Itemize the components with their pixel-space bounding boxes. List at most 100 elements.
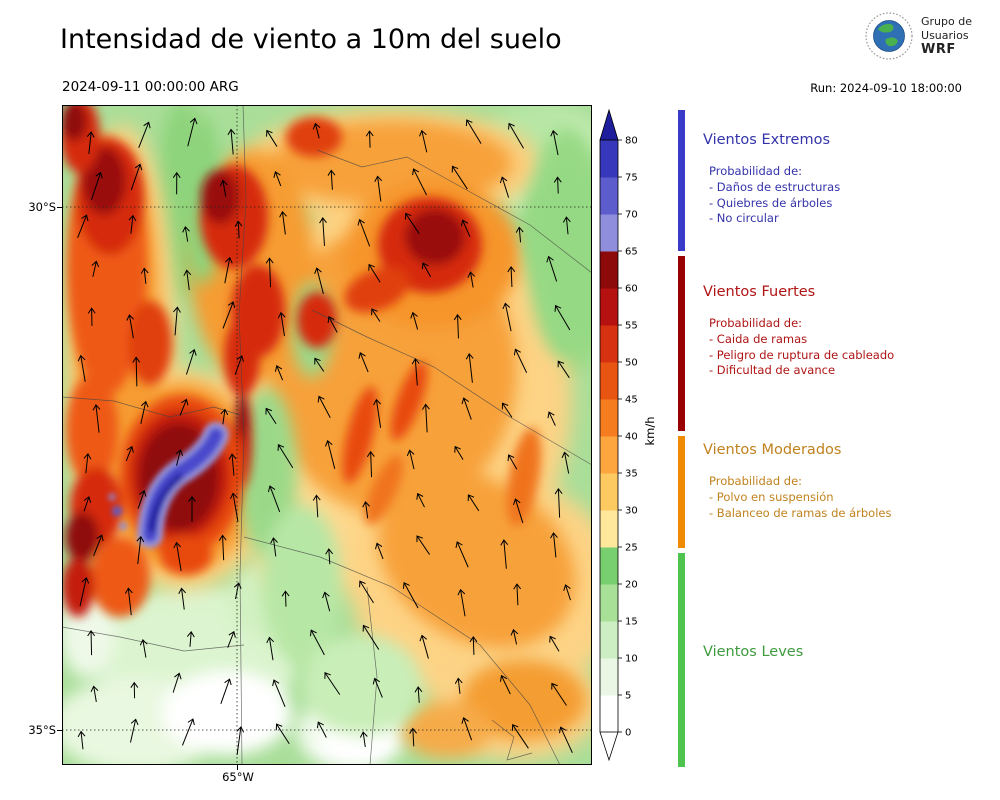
colorbar-tick-label: 15 xyxy=(625,617,638,628)
lat-tick-30s xyxy=(57,207,62,208)
wind-arrow xyxy=(373,398,382,428)
wind-arrow xyxy=(469,636,478,655)
colorbar-tick-label: 0 xyxy=(625,728,631,739)
wind-arrow xyxy=(557,360,570,379)
wind-arrow xyxy=(274,364,284,381)
strip-leves xyxy=(678,553,685,767)
lon-tick-65w xyxy=(237,765,238,770)
lat-tick-35s xyxy=(57,730,62,731)
wind-arrow xyxy=(374,175,383,202)
wind-intensity-map xyxy=(62,105,592,765)
wind-arrow xyxy=(421,262,432,278)
wind-arrow xyxy=(173,306,181,336)
wind-arrow xyxy=(137,489,147,509)
wind-arrow xyxy=(411,357,420,386)
wind-arrow xyxy=(179,398,189,416)
colorbar-tick-label: 40 xyxy=(625,432,638,443)
wind-field-layer xyxy=(62,105,592,765)
wind-arrow xyxy=(416,535,430,555)
wind-arrow xyxy=(140,400,149,424)
wind-arrow xyxy=(515,226,524,243)
wind-arrow xyxy=(546,255,558,282)
wind-arrow xyxy=(83,452,92,474)
wind-arrow xyxy=(554,304,571,331)
wind-arrow xyxy=(224,256,233,284)
wind-arrow xyxy=(324,672,341,695)
wind-arrow xyxy=(181,718,195,746)
wind-arrow xyxy=(272,679,286,707)
wind-arrow xyxy=(266,129,278,147)
wind-arrow xyxy=(467,494,480,512)
wind-arrow xyxy=(419,129,428,153)
wind-arrow xyxy=(419,634,429,659)
wind-arrow xyxy=(422,403,430,433)
wind-arrow xyxy=(454,677,463,694)
wind-arrow xyxy=(461,397,472,420)
colorbar-tick-label: 70 xyxy=(625,210,638,221)
wind-arrow xyxy=(87,630,96,656)
wind-arrow xyxy=(416,492,425,508)
wind-arrow xyxy=(554,487,563,518)
valid-datetime: 2024-09-11 00:00:00 ARG xyxy=(62,79,239,95)
wind-arrow xyxy=(132,356,141,387)
colorbar-tick-label: 30 xyxy=(625,506,638,517)
wind-arrow xyxy=(405,212,420,234)
wind-arrow xyxy=(553,176,562,194)
wind-arrow xyxy=(366,450,375,478)
legend-items-moderados: - Polvo en suspensión - Balanceo de ramas… xyxy=(709,490,995,521)
wind-arrow xyxy=(500,539,509,569)
wind-arrow xyxy=(187,117,198,147)
wind-arrow xyxy=(275,723,290,744)
wind-arrow xyxy=(507,265,516,288)
wind-arrow xyxy=(510,628,519,645)
colorbar-tick-label: 25 xyxy=(625,543,638,554)
colorbar-tick-label: 5 xyxy=(625,691,631,702)
wind-arrow xyxy=(227,128,236,155)
colorbar-segment xyxy=(600,325,618,363)
wind-arrow xyxy=(183,269,192,291)
colorbar-unit-label: km/h xyxy=(643,416,657,446)
strip-extremos xyxy=(678,110,685,251)
colorbar: 0 5 10 15 20 25 30 35 40 45 50 55 60 65 70 75 80 xyxy=(599,108,638,762)
wind-arrow xyxy=(410,311,419,330)
colorbar-tick-label: 75 xyxy=(625,173,638,184)
wind-arrow xyxy=(139,638,148,658)
wind-arrow xyxy=(79,576,90,607)
colorbar-segment xyxy=(600,288,618,326)
colorbar-tick-label: 45 xyxy=(625,395,638,406)
wind-arrow xyxy=(319,217,327,246)
wind-arrow xyxy=(130,163,143,191)
logo-line2: Usuarios xyxy=(921,29,969,42)
wind-arrow xyxy=(229,492,239,522)
wind-arrow xyxy=(77,354,86,382)
wind-arrow xyxy=(409,727,417,747)
wind-arrow xyxy=(91,260,100,277)
wind-arrow xyxy=(92,404,101,433)
wind-arrow xyxy=(316,721,327,738)
wind-arrow xyxy=(513,498,524,524)
legend-strip xyxy=(678,110,685,767)
colorbar-segment xyxy=(600,547,618,585)
wind-arrow xyxy=(467,271,476,288)
colorbar-tick-label: 10 xyxy=(625,654,638,665)
wind-arrow xyxy=(312,494,321,518)
legend-item: - Caida de ramas xyxy=(709,332,808,346)
colorbar-segment xyxy=(600,658,618,696)
wind-arrow xyxy=(265,407,277,425)
wind-arrow xyxy=(327,169,336,190)
wind-arrow xyxy=(358,351,369,373)
wind-arrow xyxy=(227,630,236,648)
wind-arrow xyxy=(359,580,374,604)
legend-title-moderados: Vientos Moderados xyxy=(703,442,842,458)
wind-arrow xyxy=(314,267,324,295)
wind-arrow xyxy=(455,541,469,568)
wind-arrow xyxy=(136,535,145,565)
wind-arrow xyxy=(465,353,474,383)
legend-items-fuertes: - Caida de ramas - Peligro de ruptura de … xyxy=(709,332,995,379)
colorbar-segment xyxy=(600,140,618,178)
legend-section-moderados: Vientos Moderados Probabilidad de: - Pol… xyxy=(703,442,995,521)
lon-label-65w: 65°W xyxy=(222,770,254,784)
wind-arrow xyxy=(559,726,573,754)
wind-arrow xyxy=(175,449,184,466)
wind-arrow xyxy=(220,678,232,705)
